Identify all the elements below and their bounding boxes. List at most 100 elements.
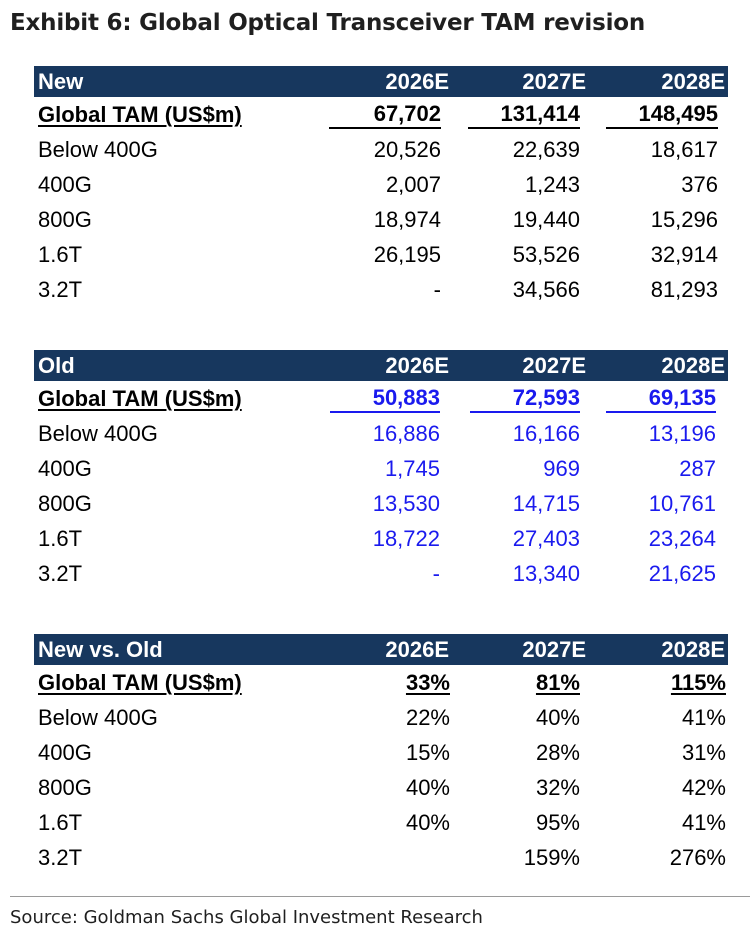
section-label: Old [38,353,75,378]
cell-2026e: 1,745 [384,456,440,481]
cell-2026e: 26,195 [373,242,441,267]
cell-2026e: 33% [405,670,450,695]
cell-2028e: 376 [681,172,718,197]
old-estimates-table: Old 2026E 2027E 2028E Global TAM (US$m) … [34,350,728,591]
column-header-2028e: 2028E [661,637,725,662]
column-header-2026e: 2026E [385,353,449,378]
cell-2028e: 31% [681,740,726,765]
column-header-2028e: 2028E [661,69,725,94]
row-label: Global TAM (US$m) [38,386,242,411]
cell-2027e: 19,440 [512,207,580,232]
table-row: 3.2T - 34,566 81,293 [34,272,728,307]
cell-2027e: 95% [535,810,580,835]
exhibit-title: Exhibit 6: Global Optical Transceiver TA… [10,10,646,36]
total-row: Global TAM (US$m) 50,883 72,593 69,135 [34,381,728,416]
cell-2026e: 18,974 [373,207,441,232]
row-label: 800G [38,207,92,232]
row-label: 3.2T [38,561,83,586]
row-label: Global TAM (US$m) [38,670,242,695]
table-header-row: New 2026E 2027E 2028E [34,66,728,97]
cell-2026e: 16,886 [372,421,440,446]
row-label: 1.6T [38,526,83,551]
table-header-row: New vs. Old 2026E 2027E 2028E [34,634,728,665]
cell-2028e: 115% [670,670,726,695]
cell-2028e: 69,135 [606,384,716,413]
table-row: 800G 40% 32% 42% [34,770,728,805]
table-row: Below 400G 22% 40% 41% [34,700,728,735]
section-label: New [38,69,84,94]
column-header-2026e: 2026E [385,637,449,662]
row-label: 800G [38,491,92,516]
cell-2026e: - [433,277,441,302]
cell-2026e: 20,526 [373,137,441,162]
cell-2027e: 159% [523,845,580,870]
cell-2028e: 21,625 [648,561,716,586]
row-label: 400G [38,740,92,765]
row-label: 1.6T [38,242,83,267]
cell-2027e: 1,243 [524,172,580,197]
column-header-2027e: 2027E [522,637,586,662]
row-label: 800G [38,775,92,800]
cell-2027e: 34,566 [512,277,580,302]
table-row: 800G 13,530 14,715 10,761 [34,486,728,521]
row-label: Below 400G [38,705,158,730]
row-label: 400G [38,172,92,197]
table-row: 400G 15% 28% 31% [34,735,728,770]
table-row: 1.6T 18,722 27,403 23,264 [34,521,728,556]
table-row: 1.6T 26,195 53,526 32,914 [34,237,728,272]
cell-2028e: 13,196 [648,421,716,446]
cell-2027e: 32% [535,775,580,800]
cell-2026e: - [432,561,440,586]
table-row: Below 400G 20,526 22,639 18,617 [34,132,728,167]
cell-2027e: 81% [535,670,580,695]
table-row: 1.6T 40% 95% 41% [34,805,728,840]
cell-2028e: 23,264 [648,526,716,551]
cell-2027e: 13,340 [512,561,580,586]
table-row: 800G 18,974 19,440 15,296 [34,202,728,237]
section-label: New vs. Old [38,637,163,662]
column-header-2028e: 2028E [661,353,725,378]
cell-2026e: 15% [405,740,450,765]
cell-2028e: 41% [681,705,726,730]
row-label: Global TAM (US$m) [38,102,242,127]
cell-2028e: 287 [679,456,716,481]
cell-2026e: 2,007 [385,172,441,197]
cell-2027e: 14,715 [512,491,580,516]
table-header-row: Old 2026E 2027E 2028E [34,350,728,381]
cell-2028e: 276% [669,845,726,870]
row-label: 400G [38,456,92,481]
source-note: Source: Goldman Sachs Global Investment … [10,907,483,928]
table-row: 400G 2,007 1,243 376 [34,167,728,202]
cell-2027e: 131,414 [468,100,580,129]
cell-2026e: 22% [405,705,450,730]
column-header-2026e: 2026E [385,69,449,94]
cell-2026e: 40% [405,810,450,835]
row-label: 3.2T [38,845,83,870]
cell-2028e: 32,914 [650,242,718,267]
cell-2026e: 50,883 [330,384,440,413]
row-label: Below 400G [38,137,158,162]
revision-comparison-table: New vs. Old 2026E 2027E 2028E Global TAM… [34,634,728,875]
cell-2026e: 18,722 [372,526,440,551]
column-header-2027e: 2027E [522,353,586,378]
total-row: Global TAM (US$m) 67,702 131,414 148,495 [34,97,728,132]
cell-2027e: 72,593 [470,384,580,413]
table-row: 3.2T - 13,340 21,625 [34,556,728,591]
cell-2027e: 53,526 [512,242,580,267]
cell-2026e: 13,530 [372,491,440,516]
row-label: 1.6T [38,810,83,835]
cell-2028e: 148,495 [606,100,718,129]
footer-divider [10,896,750,897]
cell-2027e: 22,639 [512,137,580,162]
cell-2027e: 28% [535,740,580,765]
cell-2026e: 40% [405,775,450,800]
cell-2028e: 81,293 [650,277,718,302]
cell-2028e: 18,617 [650,137,718,162]
cell-2027e: 16,166 [512,421,580,446]
row-label: 3.2T [38,277,83,302]
row-label: Below 400G [38,421,158,446]
cell-2028e: 41% [681,810,726,835]
column-header-2027e: 2027E [522,69,586,94]
cell-2028e: 42% [681,775,726,800]
new-estimates-table: New 2026E 2027E 2028E Global TAM (US$m) … [34,66,728,307]
